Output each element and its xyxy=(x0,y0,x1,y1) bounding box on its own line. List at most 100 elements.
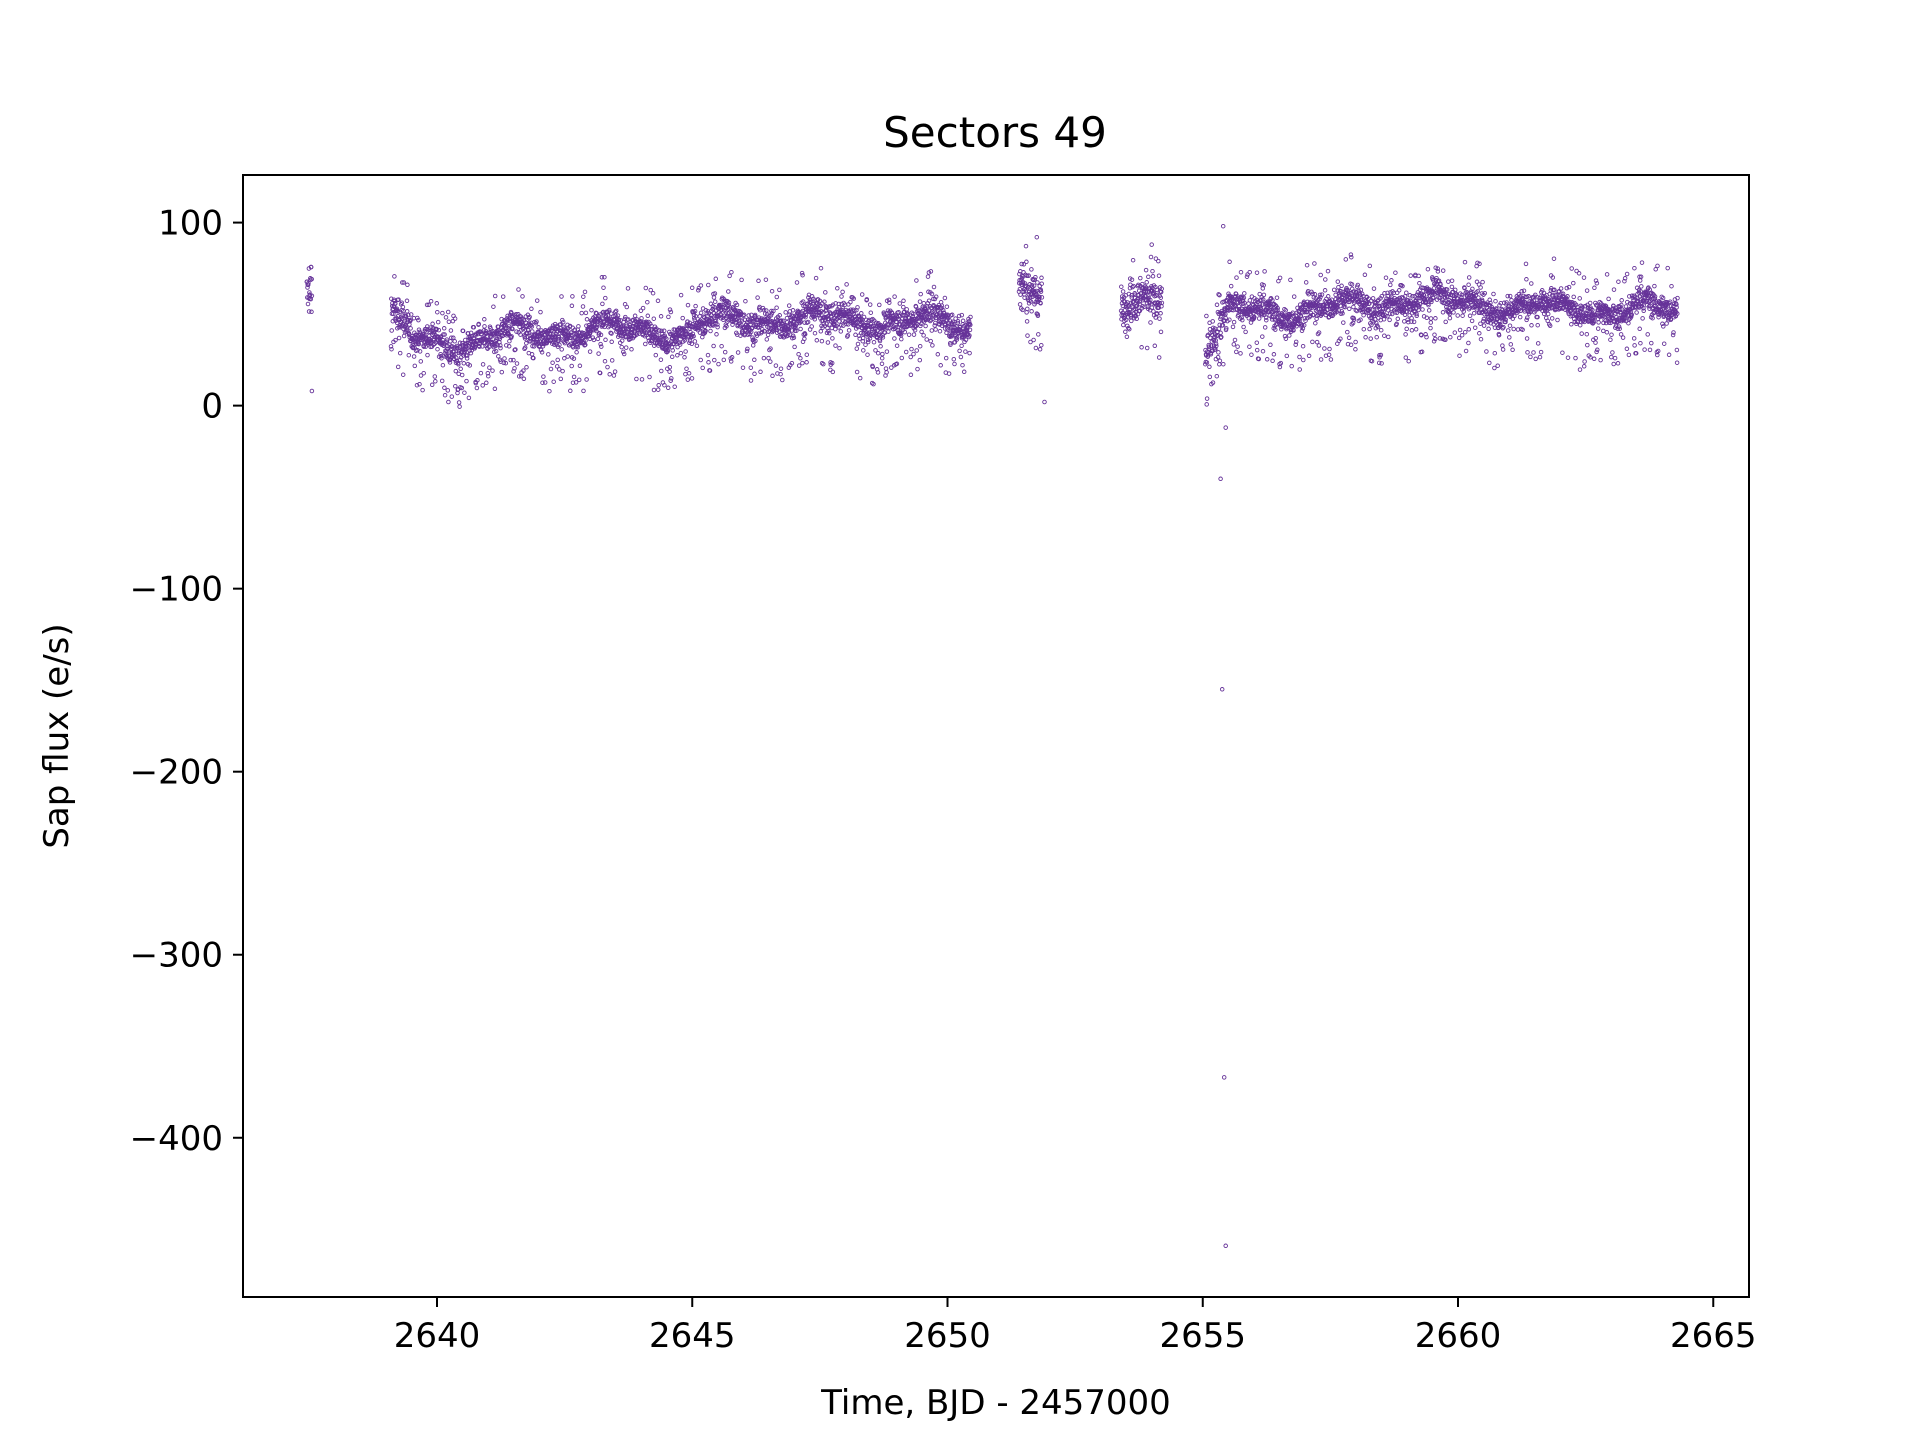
data-point xyxy=(1459,332,1465,338)
data-point xyxy=(408,312,414,317)
data-point xyxy=(929,291,935,297)
data-point xyxy=(1462,259,1468,265)
data-point xyxy=(1338,336,1343,341)
data-point xyxy=(830,336,835,341)
data-point xyxy=(1524,336,1530,341)
data-point xyxy=(1414,313,1419,319)
data-point xyxy=(802,336,807,342)
data-point xyxy=(949,333,955,339)
data-point xyxy=(803,312,809,318)
data-point xyxy=(726,289,731,294)
data-point xyxy=(541,374,546,379)
data-point xyxy=(1274,295,1280,300)
data-point xyxy=(1025,306,1030,312)
data-point xyxy=(1506,304,1511,309)
data-point xyxy=(756,331,762,336)
data-point xyxy=(668,309,674,315)
data-point xyxy=(516,287,521,292)
data-point xyxy=(391,311,396,317)
data-point xyxy=(783,310,788,315)
data-point xyxy=(867,336,873,341)
data-point xyxy=(675,353,680,358)
data-point xyxy=(1329,297,1335,302)
data-point xyxy=(1471,310,1477,316)
data-point xyxy=(947,318,952,323)
data-point xyxy=(1254,270,1260,275)
data-point xyxy=(1206,344,1212,350)
data-point xyxy=(1220,322,1226,328)
data-point xyxy=(1419,349,1425,355)
data-point xyxy=(1482,290,1488,296)
data-point xyxy=(682,355,687,360)
data-point xyxy=(1590,321,1596,326)
data-point xyxy=(1637,326,1642,332)
data-point xyxy=(914,348,919,353)
data-point xyxy=(1357,292,1363,297)
data-point xyxy=(1145,304,1150,309)
data-point xyxy=(529,306,534,312)
data-point xyxy=(764,337,770,342)
data-point xyxy=(466,395,472,401)
data-point xyxy=(1404,290,1409,295)
data-point xyxy=(770,373,775,379)
data-point xyxy=(852,308,857,314)
data-point xyxy=(689,341,695,347)
data-point xyxy=(1288,277,1293,283)
data-point xyxy=(546,352,551,357)
data-point xyxy=(823,290,828,295)
data-point xyxy=(471,325,477,330)
data-point xyxy=(453,383,458,389)
data-point xyxy=(570,294,575,299)
data-point xyxy=(305,282,311,288)
data-point xyxy=(1618,332,1624,337)
data-point xyxy=(715,324,720,330)
data-point xyxy=(1540,308,1545,313)
data-point xyxy=(415,341,421,346)
data-point xyxy=(1394,321,1399,327)
data-point xyxy=(440,362,446,368)
data-point xyxy=(1573,355,1578,361)
data-point xyxy=(399,300,405,305)
data-point xyxy=(475,378,480,383)
data-point xyxy=(741,312,747,318)
data-point xyxy=(1533,356,1538,362)
data-point xyxy=(429,382,435,388)
data-point xyxy=(700,334,705,340)
data-point xyxy=(1038,287,1044,293)
data-point xyxy=(583,342,588,348)
data-point xyxy=(444,348,449,354)
data-point xyxy=(476,321,481,327)
data-point xyxy=(1216,292,1221,297)
data-point xyxy=(1520,327,1525,332)
data-point xyxy=(714,314,720,319)
data-point xyxy=(1595,326,1601,331)
data-point xyxy=(1205,332,1211,338)
data-point xyxy=(576,377,582,383)
data-point xyxy=(457,340,463,346)
data-point xyxy=(504,343,509,348)
data-point xyxy=(1389,278,1394,283)
data-point xyxy=(594,328,599,334)
data-point xyxy=(1634,310,1639,315)
data-point xyxy=(667,307,673,312)
data-point xyxy=(745,346,750,352)
data-point xyxy=(1503,317,1508,322)
data-point xyxy=(894,361,900,367)
data-point xyxy=(647,374,652,380)
data-point xyxy=(1611,287,1617,292)
data-point xyxy=(1500,347,1506,352)
data-point xyxy=(705,352,711,358)
data-point xyxy=(1440,310,1446,315)
data-point xyxy=(1249,352,1254,357)
data-point xyxy=(1328,357,1334,362)
data-point xyxy=(1157,316,1162,321)
data-point xyxy=(438,354,444,359)
data-point xyxy=(1619,307,1625,312)
data-point xyxy=(867,302,873,307)
data-point xyxy=(583,338,588,343)
data-point xyxy=(844,282,849,287)
data-point xyxy=(1448,334,1453,340)
data-point xyxy=(1487,360,1492,366)
data-point xyxy=(1404,309,1410,314)
